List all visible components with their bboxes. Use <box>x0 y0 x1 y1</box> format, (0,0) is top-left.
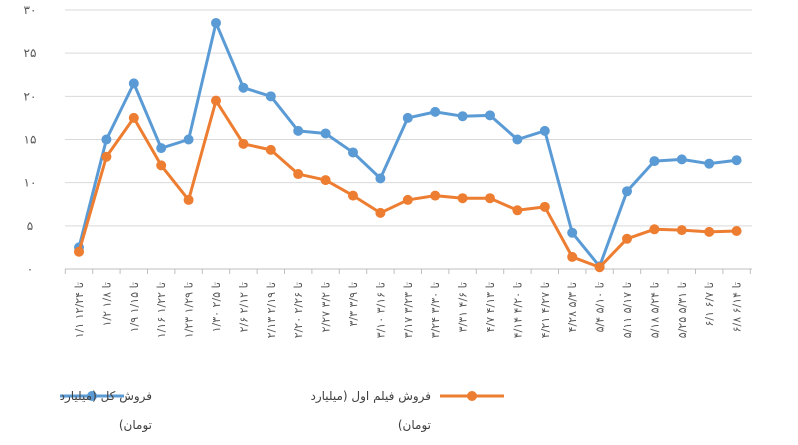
legend-label: فروش فیلم اول (میلیارد تومان) <box>310 389 431 433</box>
x-tick-label: ۵/۴ تا ۵/۱۰ <box>594 282 607 332</box>
data-point <box>320 175 331 186</box>
data-point <box>293 125 304 136</box>
data-point <box>622 186 632 197</box>
data-point <box>622 233 632 244</box>
legend-entry-2: فروش فیلم اول (میلیارد تومان) <box>310 389 504 433</box>
x-tick-label: ۳/۲۴ تا ۳/۳۰ <box>429 282 442 338</box>
data-point <box>567 251 578 262</box>
series-line <box>77 21 737 268</box>
x-tick-label: ۱/۲۳ تا ۱/۲۹ <box>183 282 196 338</box>
x-tick-label: ۳/۳۱ تا ۴/۶ <box>457 282 470 332</box>
legend: فروش کل (میلیارد تومان) فروش فیلم اول (میل… <box>60 389 504 433</box>
data-point <box>183 194 194 205</box>
x-tick-label: ۵/۱۱ تا ۵/۱۷ <box>621 282 634 338</box>
x-tick-label: ۶/۱ تا ۶/۷ <box>703 282 716 326</box>
data-point <box>704 158 715 169</box>
x-tick-label: ۵/۱۸ تا ۵/۲۴ <box>648 282 661 338</box>
data-point <box>238 82 249 93</box>
data-point <box>457 111 468 122</box>
data-point <box>430 106 441 117</box>
x-tick-label: ۳/۳ تا ۳/۹ <box>347 282 360 326</box>
y-tick-label: ۳۰ <box>24 3 37 17</box>
data-point <box>512 134 523 145</box>
data-point <box>211 95 221 106</box>
x-tick-label: ۱/۱ تا ۱۲/۲۴ <box>73 282 86 338</box>
data-point <box>183 134 194 145</box>
legend-marker <box>87 391 97 401</box>
data-point <box>101 134 112 145</box>
data-point <box>457 193 468 204</box>
y-axis-ticks: ۰ ۵ ۱۰ ۱۵ ۲۰ ۲۵ ۳۰ <box>24 3 37 276</box>
data-point <box>485 110 495 121</box>
x-tick-label: ۳/۱۰ تا ۳/۱۶ <box>374 282 387 338</box>
data-point <box>375 207 386 218</box>
data-point <box>704 226 715 237</box>
data-point <box>676 154 687 165</box>
data-point <box>128 112 139 123</box>
data-point <box>539 201 550 212</box>
data-point <box>567 227 578 238</box>
data-point <box>649 156 660 167</box>
series-2 <box>74 95 742 273</box>
gridlines <box>65 9 752 227</box>
series-line <box>77 99 737 269</box>
data-point <box>676 225 687 236</box>
data-point <box>375 173 386 184</box>
series-lines <box>74 17 742 273</box>
data-point <box>265 91 276 102</box>
data-point <box>320 128 331 139</box>
data-point <box>238 138 249 149</box>
data-point <box>485 193 495 204</box>
x-tick-label: ۳/۱۷ تا ۳/۲۳ <box>402 282 415 338</box>
data-point <box>430 190 441 201</box>
x-tick-label: ۱/۹ تا ۱/۱۵ <box>128 282 141 332</box>
x-tick-label: ۶/۸ تا ۶/۱۴ <box>731 282 744 332</box>
data-point <box>402 194 413 205</box>
y-tick-label: ۰ <box>27 262 33 276</box>
x-tick-label: ۱/۱۶ تا ۱/۲۲ <box>155 282 168 338</box>
legend-entry-1: فروش کل (میلیارد تومان) <box>60 389 152 433</box>
x-tick-label: ۲/۲۷ تا ۳/۲ <box>320 282 333 332</box>
y-tick-label: ۲۵ <box>24 46 37 60</box>
x-tick-label: ۴/۷ تا ۴/۱۳ <box>484 282 497 332</box>
data-point <box>101 151 112 162</box>
legend-marker <box>467 391 477 401</box>
y-tick-label: ۱۵ <box>24 133 37 147</box>
data-point <box>402 112 413 123</box>
x-tick-label: ۲/۲۰ تا ۲/۲۶ <box>292 282 305 338</box>
y-tick-label: ۵ <box>27 219 33 233</box>
data-point <box>128 78 139 89</box>
x-tick-label: ۱/۲ تا ۱/۸ <box>100 282 113 326</box>
data-point <box>539 125 550 136</box>
data-point <box>74 246 84 257</box>
x-tick-label: ۵/۲۵ تا ۵/۳۱ <box>676 282 689 338</box>
y-tick-label: ۲۰ <box>24 89 37 103</box>
data-point <box>649 224 660 235</box>
data-point <box>348 190 358 201</box>
x-tick-label: ۲/۶ تا ۲/۱۲ <box>237 282 250 332</box>
y-tick-label: ۱۰ <box>24 176 37 190</box>
data-point <box>731 155 742 166</box>
data-point <box>731 226 742 237</box>
x-axis: ۱/۱ تا ۱۲/۲۴ ۱/۲ تا ۱/۸ ۱/۹ تا ۱/۱۵ ۱/۱۶ تا… <box>64 268 752 338</box>
data-point <box>156 160 167 171</box>
x-tick-label: ۴/۲۸ تا ۵/۳ <box>566 282 579 332</box>
series-1 <box>74 17 742 272</box>
x-tick-label: ۲/۱۳ تا ۲/۱۹ <box>265 282 278 338</box>
data-point <box>293 169 304 180</box>
data-point <box>211 17 221 28</box>
x-tick-label: ۱/۳۰ تا ۲/۵ <box>210 282 223 332</box>
data-point <box>594 262 605 273</box>
data-point <box>156 143 167 154</box>
legend-label: فروش کل (میلیارد تومان) <box>60 389 152 433</box>
data-point <box>265 144 276 155</box>
data-point <box>512 205 523 216</box>
data-point <box>348 147 358 158</box>
x-tick-label: ۴/۲۱ تا ۴/۲۷ <box>539 282 552 338</box>
x-tick-label: ۴/۱۴ تا ۴/۲۰ <box>511 282 524 338</box>
